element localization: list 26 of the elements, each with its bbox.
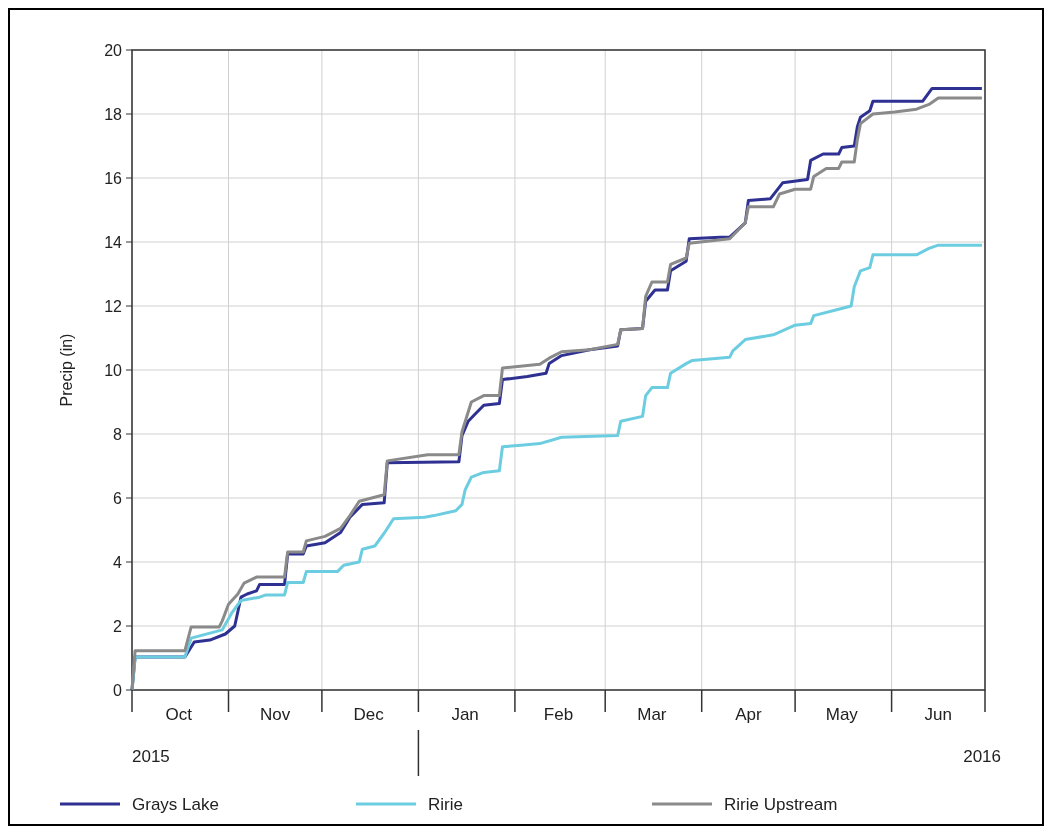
y-axis-title: Precip (in) (58, 333, 75, 407)
legend-label: Ririe Upstream (724, 794, 838, 814)
x-tick-label: Mar (637, 705, 667, 724)
x-tick-label: Dec (353, 705, 385, 724)
y-tick-label: 4 (113, 553, 123, 571)
x-tick-label: May (825, 705, 859, 724)
y-tick-label: 14 (104, 233, 123, 251)
legend-label: Grays Lake (132, 794, 219, 814)
y-tick-label: 20 (104, 41, 123, 59)
y-tick-label: 10 (104, 361, 123, 379)
x-tick-label: Jan (451, 705, 479, 724)
y-tick-label: 8 (113, 425, 123, 443)
x-tick-label: Feb (543, 705, 574, 724)
y-tick-label: 2 (113, 617, 123, 635)
y-tick-label: 18 (104, 105, 123, 123)
x-tick-label: Nov (260, 705, 291, 724)
y-tick-label: 6 (113, 489, 123, 507)
text: 2015 (132, 747, 170, 766)
x-tick-label: Oct (165, 705, 193, 724)
legend-label: Ririe (428, 794, 463, 814)
x-tick-label: Apr (735, 705, 762, 724)
y-tick-label: 0 (113, 681, 123, 699)
y-tick-label: 16 (104, 169, 123, 187)
x-tick-label: Jun (924, 705, 953, 724)
text: 2016 (963, 747, 1001, 766)
y-tick-label: 12 (104, 297, 123, 315)
